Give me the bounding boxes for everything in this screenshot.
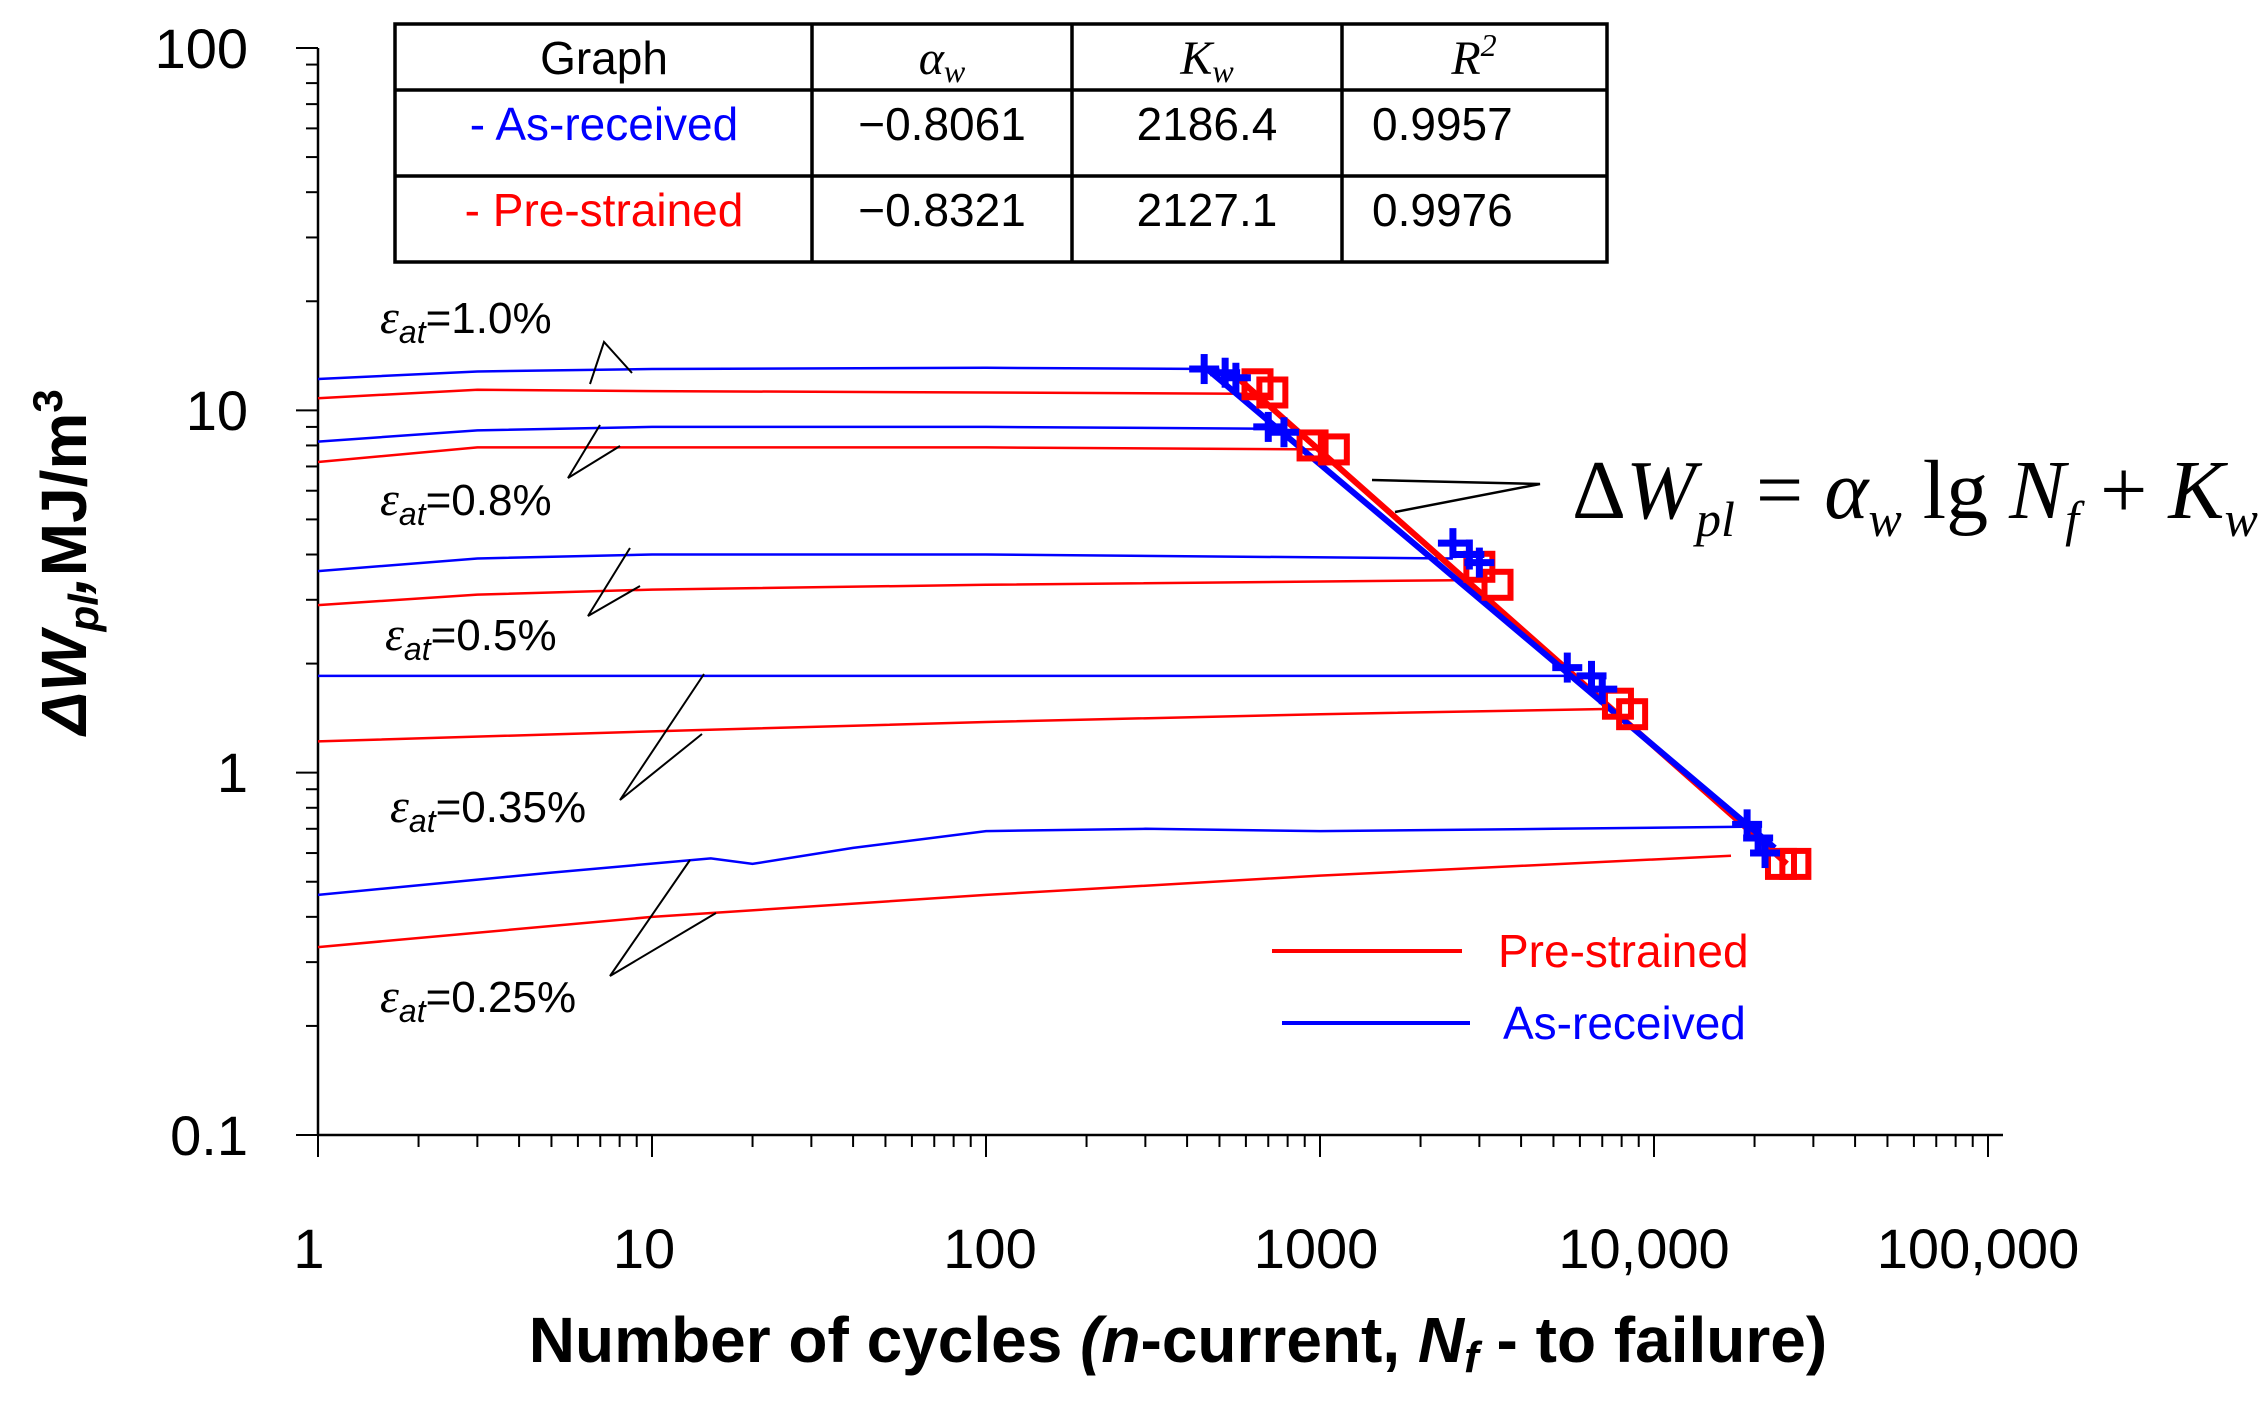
legend-label-pre-strained: Pre-strained [1498, 925, 1749, 977]
svg-text:εat=0.25%: εat=0.25% [380, 970, 576, 1029]
series-layer [317, 366, 1755, 949]
leader-line [567, 424, 621, 479]
svg-text:εat=0.35%: εat=0.35% [390, 780, 586, 839]
legend-label-as-received: As-received [1503, 997, 1746, 1049]
marker-pre-strained [1317, 433, 1350, 466]
svg-text:εat=0.8%: εat=0.8% [380, 473, 552, 532]
parameter-table: Graph αw Kw R2 - As-received −0.8061 218… [393, 22, 1609, 264]
leader-line [609, 859, 717, 977]
axis-ticks [296, 47, 1989, 1157]
marker-pre-strained [1779, 847, 1812, 880]
table-row-name: - Pre-strained [465, 184, 744, 236]
table-cell-r2: 0.9957 [1372, 98, 1513, 150]
marker-as-received [1464, 547, 1495, 578]
series-line-pre_strained [317, 707, 1613, 743]
marker-pre-strained [1256, 376, 1289, 409]
marker-as-received [1437, 528, 1468, 559]
table-header-graph: Graph [540, 32, 668, 84]
table-row-name: - As-received [470, 98, 738, 150]
strain-label-1-0: εat=1.0% [380, 291, 633, 385]
y-tick-label: 10 [186, 379, 248, 442]
marker-as-received [1750, 838, 1781, 869]
svg-text:εat=0.5%: εat=0.5% [385, 608, 557, 667]
x-axis-title: Number of cycles (n-current, Nf - to fai… [529, 1304, 1827, 1382]
marker-layer [1189, 354, 1812, 880]
series-line-as_received [317, 553, 1453, 573]
y-axis-title: ΔWpl,MJ/m3 [24, 389, 107, 736]
marker-as-received [1189, 354, 1220, 385]
table-header-alpha: αw [919, 32, 966, 89]
marker-as-received [1220, 362, 1251, 393]
series-line-as_received [317, 825, 1755, 897]
x-tick-label: 100,000 [1877, 1217, 2079, 1280]
series-line-as_received [317, 366, 1220, 381]
table-cell-alpha: −0.8321 [858, 184, 1026, 236]
marker-as-received [1268, 417, 1299, 448]
series-line-pre_strained [317, 446, 1321, 464]
strain-label-0-25: εat=0.25% [380, 859, 717, 1029]
x-tick-label: 10 [613, 1217, 675, 1280]
leader-line [587, 547, 641, 617]
x-tick-label: 1000 [1254, 1217, 1379, 1280]
legend: Pre-strained As-received [1272, 925, 1749, 1049]
series-line-pre_strained [317, 578, 1470, 607]
marker-pre-strained [1616, 698, 1649, 731]
fit-formula: ΔWpl = αw lg Nf + Kw [1371, 444, 2258, 547]
table-header-k: Kw [1179, 32, 1234, 89]
formula-text: ΔWpl = αw lg Nf + Kw [1572, 444, 2258, 547]
formula-leader [1371, 478, 1541, 514]
y-tick-label: 100 [155, 17, 248, 80]
marker-pre-strained [1481, 568, 1514, 601]
y-tick-labels: 0.1 1 10 100 [155, 17, 248, 1167]
strain-labels: εat=1.0% εat=0.8% εat=0.5% εat=0.35% εat… [380, 291, 717, 1029]
svg-text:εat=1.0%: εat=1.0% [380, 291, 552, 350]
x-tick-label: 10,000 [1558, 1217, 1729, 1280]
y-tick-label: 1 [217, 741, 248, 804]
strain-label-0-8: εat=0.8% [380, 424, 621, 532]
leader-line [589, 340, 633, 385]
series-line-pre_strained [317, 388, 1269, 400]
series-line-pre_strained [317, 854, 1732, 949]
strain-label-0-35: εat=0.35% [390, 673, 705, 839]
marker-pre-strained [1296, 429, 1329, 462]
table-cell-k: 2127.1 [1137, 184, 1278, 236]
table-border [393, 22, 1609, 264]
marker-as-received [1253, 411, 1284, 442]
series-line-as_received [317, 425, 1269, 443]
marker-as-received [1552, 652, 1583, 683]
x-tick-label: 1 [293, 1217, 324, 1280]
marker-as-received [1587, 674, 1618, 705]
table-cell-k: 2186.4 [1137, 98, 1278, 150]
x-tick-labels: 1 10 100 1000 10,000 100,000 [293, 1217, 2079, 1280]
table-cell-alpha: −0.8061 [858, 98, 1026, 150]
table-header-r2: R2 [1450, 27, 1496, 85]
x-tick-label: 100 [943, 1217, 1036, 1280]
table-cell-r2: 0.9976 [1372, 184, 1513, 236]
y-tick-label: 0.1 [170, 1104, 248, 1167]
leader-line [619, 673, 705, 801]
strain-label-0-5: εat=0.5% [385, 547, 641, 667]
